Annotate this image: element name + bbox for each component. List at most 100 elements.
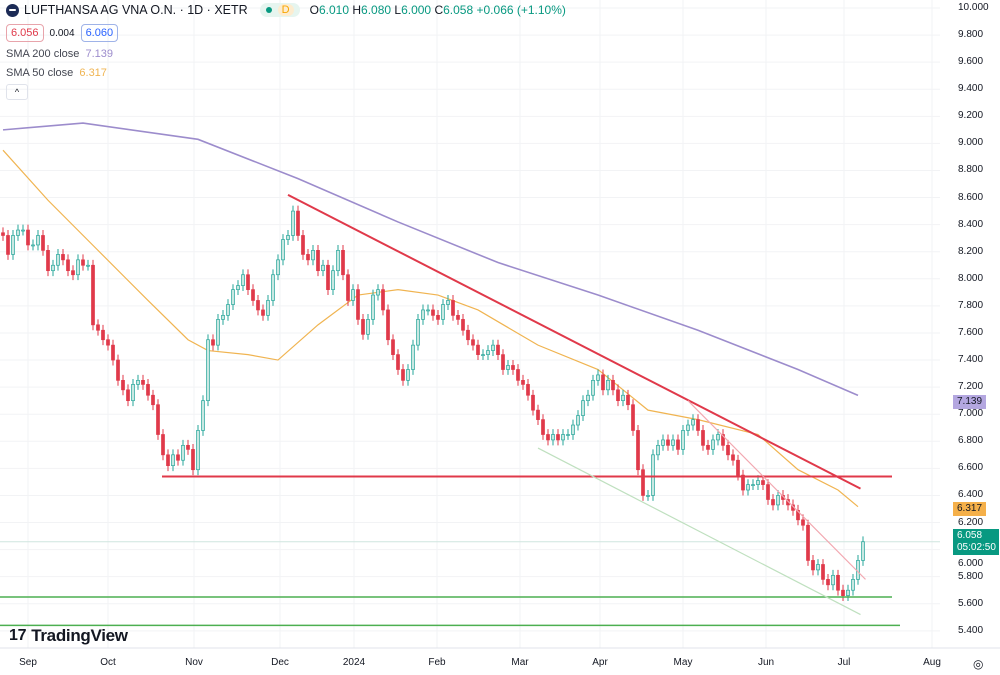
candle-body xyxy=(356,289,360,320)
candle-body xyxy=(651,454,655,496)
candle-body xyxy=(756,480,760,485)
candle-body xyxy=(221,315,225,320)
sma50-line xyxy=(2,149,859,508)
candle-body xyxy=(46,250,50,272)
candle-body xyxy=(101,329,105,341)
candle-body xyxy=(506,365,510,370)
symbol-title[interactable]: LUFTHANSA AG VNA O.N. · 1D · XETR xyxy=(24,3,248,17)
last-price-tag: 6.058 05:02:50 xyxy=(953,529,999,555)
candle-body xyxy=(481,354,485,356)
candle-body xyxy=(186,444,190,450)
candle-body xyxy=(136,380,140,385)
candle-body xyxy=(271,274,275,301)
candle-body xyxy=(376,289,380,296)
candle-body xyxy=(771,499,775,506)
tradingview-mark-icon: 17 xyxy=(9,627,27,644)
candle-body xyxy=(456,315,460,320)
price-tick: 8.400 xyxy=(958,218,984,230)
candle-body xyxy=(1,232,5,236)
candle-body xyxy=(671,439,675,446)
candle-body xyxy=(296,210,300,236)
tradingview-logo[interactable]: 17 TradingView xyxy=(9,626,128,645)
candle-body xyxy=(636,430,640,471)
buy-button[interactable]: 6.060 xyxy=(80,24,119,42)
market-open-dot-icon xyxy=(265,7,272,13)
candle-body xyxy=(541,419,545,435)
candle-body xyxy=(111,344,115,361)
price-tick: 6.000 xyxy=(958,557,984,569)
delay-badge: D xyxy=(277,4,294,16)
candle-body xyxy=(706,444,710,450)
price-tick: 7.800 xyxy=(958,299,984,311)
candle-body xyxy=(731,454,735,461)
candle-body xyxy=(261,309,265,316)
candle-body xyxy=(716,434,720,441)
price-tick: 8.800 xyxy=(958,164,984,176)
time-tick: Sep xyxy=(19,657,37,668)
candle-body xyxy=(606,380,610,391)
candle-body xyxy=(421,309,425,320)
candle-body xyxy=(546,434,550,441)
candle-body xyxy=(361,319,365,335)
candle-body xyxy=(91,264,95,326)
candle-body xyxy=(41,235,45,251)
candle-body xyxy=(66,259,70,272)
candle-body xyxy=(821,564,825,580)
candle-body xyxy=(596,374,600,381)
candle-body xyxy=(436,315,440,320)
open-value: 6.010 xyxy=(318,3,349,17)
candle-body xyxy=(446,300,450,305)
candle-body xyxy=(761,480,765,485)
candle-body xyxy=(351,289,355,301)
candle-body xyxy=(576,415,580,426)
candle-body xyxy=(341,250,345,276)
candle-body xyxy=(466,329,470,341)
candle-body xyxy=(461,319,465,331)
candle-body xyxy=(31,244,35,247)
sma50-legend[interactable]: SMA 50 close 6.317 xyxy=(6,67,107,79)
candle-body xyxy=(11,235,15,255)
candle-body xyxy=(601,374,605,391)
candle-body xyxy=(86,264,90,267)
candle-body xyxy=(191,449,195,471)
candle-body xyxy=(711,439,715,450)
candle-body xyxy=(331,270,335,290)
candle-body xyxy=(21,229,25,232)
candle-body xyxy=(96,324,100,331)
price-tick: 6.600 xyxy=(958,462,984,474)
candle-body xyxy=(266,300,270,316)
candle-body xyxy=(206,339,210,402)
candle-body xyxy=(836,574,840,591)
candle-body xyxy=(796,509,800,521)
price-tick: 5.600 xyxy=(958,597,984,609)
chevron-up-icon[interactable]: ^ xyxy=(6,84,28,100)
candle-body xyxy=(656,444,660,456)
candle-body xyxy=(391,339,395,355)
candle-body xyxy=(326,264,330,290)
candle-body xyxy=(501,354,505,370)
time-tick: Apr xyxy=(592,657,608,668)
candle-body xyxy=(241,274,245,286)
change-value: +0.066 (+1.10%) xyxy=(476,3,566,17)
settings-gear-icon[interactable]: ◎ xyxy=(973,657,984,671)
lufthansa-logo-icon xyxy=(6,3,19,17)
close-value: 6.058 xyxy=(443,3,474,17)
sell-button[interactable]: 6.056 xyxy=(6,24,44,42)
candle-body xyxy=(536,409,540,420)
candle-body xyxy=(6,235,10,255)
channel-lower-line xyxy=(537,447,861,616)
candle-body xyxy=(486,350,490,355)
candle-body xyxy=(121,380,125,391)
market-status-badge[interactable]: D xyxy=(259,3,300,17)
candle-body xyxy=(426,309,430,312)
candle-body xyxy=(161,434,165,456)
candle-body xyxy=(246,274,250,290)
candle-body xyxy=(476,344,480,355)
candle-body xyxy=(566,434,570,436)
candle-body xyxy=(626,394,630,406)
candle-body xyxy=(551,434,555,441)
candle-body xyxy=(236,285,240,290)
sma200-legend[interactable]: SMA 200 close 7.139 xyxy=(6,48,114,60)
candle-body xyxy=(36,235,40,246)
